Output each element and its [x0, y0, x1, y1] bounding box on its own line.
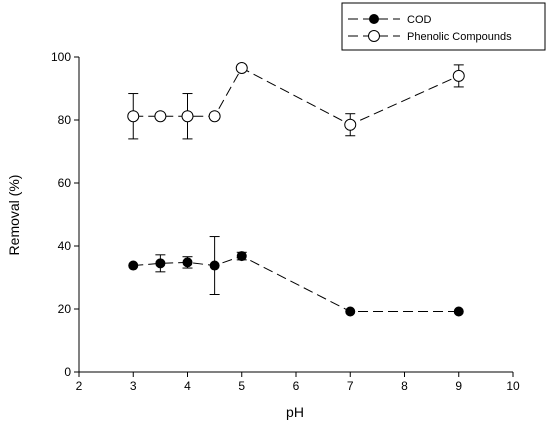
axes — [78, 57, 513, 373]
x-tick-label: 6 — [293, 379, 300, 393]
data-point — [208, 110, 221, 123]
y-tick-label: 0 — [64, 365, 71, 379]
legend-marker — [368, 30, 380, 42]
series-line — [133, 255, 459, 313]
data-point — [181, 110, 194, 123]
legend-marker — [369, 14, 379, 24]
x-tick-label: 10 — [506, 379, 520, 393]
x-tick-label: 3 — [130, 379, 137, 393]
x-tick-label: 5 — [238, 379, 245, 393]
data-point — [345, 306, 356, 317]
data-point — [128, 260, 139, 271]
data-point — [236, 251, 247, 262]
y-tick-label: 60 — [58, 176, 72, 190]
x-tick-label: 8 — [401, 379, 408, 393]
data-point — [453, 306, 464, 317]
y-tick-label: 20 — [58, 302, 72, 316]
series-cod — [128, 236, 464, 317]
data-point — [127, 110, 140, 123]
data-point — [155, 258, 166, 269]
x-tick-label: 7 — [347, 379, 354, 393]
series-layer — [127, 62, 465, 317]
legend-box — [341, 2, 546, 51]
data-point — [235, 62, 248, 75]
data-point — [209, 260, 220, 271]
legend-label: Phenolic Compounds — [407, 31, 512, 43]
x-tick-label: 2 — [76, 379, 83, 393]
y-tick-label: 80 — [58, 113, 72, 127]
series-phenolic-compounds — [127, 62, 465, 140]
data-point — [182, 257, 193, 268]
x-axis-label: pH — [286, 404, 304, 420]
x-tick-label: 9 — [455, 379, 462, 393]
data-point — [344, 118, 357, 131]
x-tick-label: 4 — [184, 379, 191, 393]
legend-label: COD — [407, 14, 432, 26]
legend: COD Phenolic Compounds — [341, 2, 546, 51]
data-point — [154, 110, 167, 123]
y-tick-label: 100 — [51, 50, 71, 64]
y-axis-label: Removal (%) — [6, 175, 22, 256]
data-point — [452, 69, 465, 82]
y-tick-label: 40 — [58, 239, 72, 253]
